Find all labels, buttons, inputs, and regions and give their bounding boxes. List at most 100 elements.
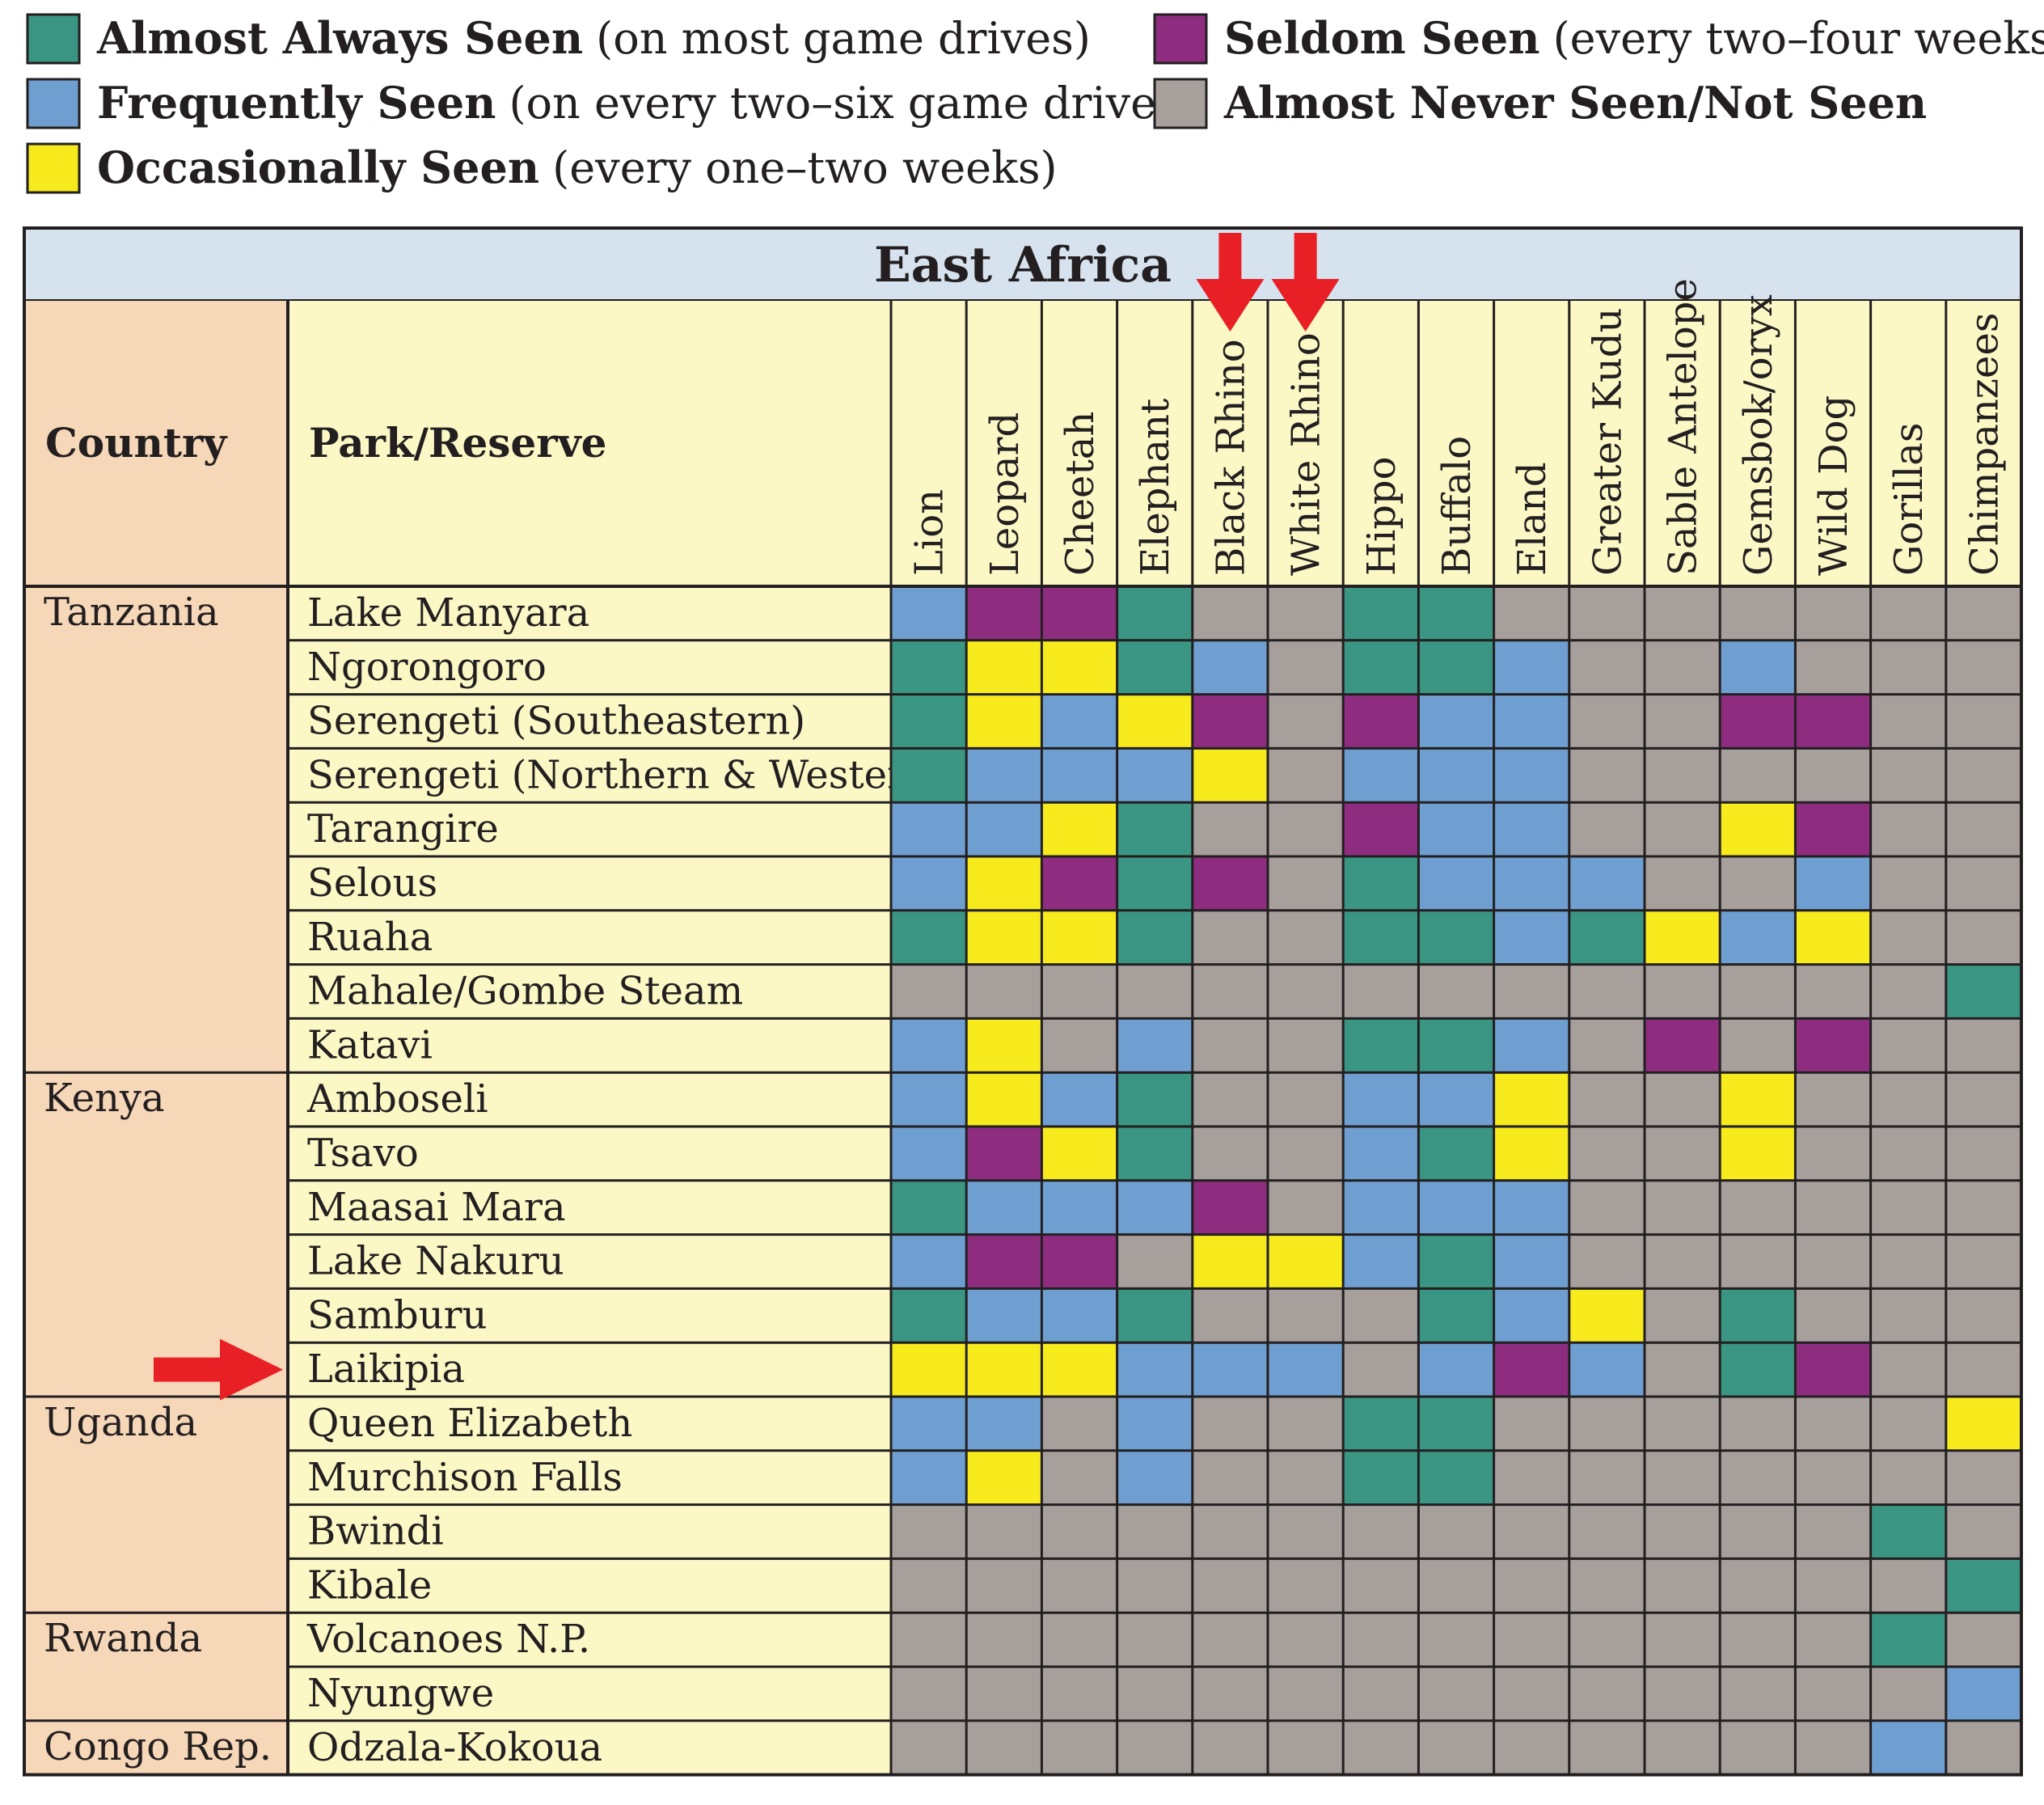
- legend-text: Occasionally Seen (every one–two weeks): [97, 142, 1058, 193]
- sighting-cell: [1418, 586, 1494, 640]
- park-cell: [288, 586, 891, 640]
- legend-label: Seldom Seen: [1224, 12, 1540, 64]
- sighting-cell: [1117, 1613, 1193, 1667]
- sighting-cell: [966, 694, 1042, 749]
- sighting-cell: [1343, 1342, 1419, 1397]
- sighting-cell: [891, 1397, 967, 1451]
- sighting-cell: [891, 1288, 967, 1343]
- sighting-cell: [1192, 1558, 1268, 1613]
- sighting-cell: [1493, 1180, 1569, 1235]
- sighting-cell: [1645, 1720, 1721, 1775]
- sighting-cell: [1041, 1558, 1117, 1613]
- sighting-cell: [1343, 964, 1419, 1019]
- park-cell: [288, 1180, 891, 1235]
- sighting-cell: [891, 640, 967, 695]
- sighting-cell: [1418, 640, 1494, 695]
- sighting-cell: [1418, 1450, 1494, 1505]
- park-cell: [288, 910, 891, 965]
- sighting-cell: [1192, 1234, 1268, 1289]
- sighting-cell: [1117, 856, 1193, 911]
- legend-swatch: [26, 13, 81, 65]
- sighting-cell: [1268, 1450, 1344, 1505]
- sighting-cell: [1268, 1180, 1344, 1235]
- sighting-cell: [1795, 1613, 1871, 1667]
- sighting-cell: [1795, 1667, 1871, 1721]
- sighting-cell: [1192, 964, 1268, 1019]
- sighting-cell: [1795, 1072, 1871, 1127]
- sighting-cell: [1493, 1397, 1569, 1451]
- sighting-cell: [1268, 640, 1344, 695]
- legend-swatch: [26, 78, 81, 129]
- park-cell: [288, 1558, 891, 1613]
- park-cell: [288, 856, 891, 911]
- sighting-cell: [1268, 1613, 1344, 1667]
- sighting-cell: [1870, 1450, 1946, 1505]
- sighting-cell: [1795, 694, 1871, 749]
- sighting-cell: [966, 1558, 1042, 1613]
- sighting-cell: [1720, 1234, 1796, 1289]
- park-cell: [288, 1342, 891, 1397]
- sighting-cell: [1117, 1018, 1193, 1073]
- legend-note: (on every two–six game drives): [509, 78, 1195, 129]
- sighting-cell: [1945, 1504, 2021, 1559]
- sighting-cell: [1870, 1342, 1946, 1397]
- sighting-cell: [1645, 802, 1721, 856]
- sighting-cell: [1343, 748, 1419, 803]
- sighting-table: East Africa Country Park/Reserve Lion Leopar…: [23, 226, 2023, 1777]
- sighting-cell: [891, 1342, 967, 1397]
- sighting-cell: [1645, 1613, 1721, 1667]
- sighting-cell: [1117, 1342, 1193, 1397]
- sighting-cell: [1870, 694, 1946, 749]
- sighting-cell: [1720, 856, 1796, 911]
- sighting-cell: [1268, 1558, 1344, 1613]
- legend-note: (every one–two weeks): [552, 142, 1057, 193]
- sighting-cell: [966, 1504, 1042, 1559]
- sighting-cell: [1192, 1342, 1268, 1397]
- sighting-cell: [1268, 1127, 1344, 1181]
- sighting-cell: [1720, 802, 1796, 856]
- sighting-cell: [1268, 1397, 1344, 1451]
- sighting-cell: [891, 1072, 967, 1127]
- sighting-cell: [1720, 1127, 1796, 1181]
- sighting-cell: [1493, 1720, 1569, 1775]
- sighting-cell: [1493, 1127, 1569, 1181]
- sighting-cell: [1493, 1288, 1569, 1343]
- sighting-cell: [1645, 1667, 1721, 1721]
- sighting-cell: [966, 964, 1042, 1019]
- sighting-cell: [1945, 1072, 2021, 1127]
- species-header: Buffalo: [1434, 436, 1480, 576]
- sighting-cell: [1041, 1613, 1117, 1667]
- sighting-cell: [1720, 1342, 1796, 1397]
- sighting-cell: [1945, 1234, 2021, 1289]
- sighting-cell: [1343, 1450, 1419, 1505]
- park-name: Volcanoes N.P.: [306, 1617, 590, 1662]
- sighting-cell: [1569, 1072, 1645, 1127]
- sighting-cell: [1645, 1558, 1721, 1613]
- park-cell: [288, 640, 891, 695]
- legend-text: Almost Never Seen/Not Seen: [1223, 77, 1927, 129]
- sighting-cell: [1343, 1072, 1419, 1127]
- sighting-cell: [1117, 910, 1193, 965]
- legend-text: Seldom Seen (every two–four weeks): [1224, 12, 2044, 64]
- sighting-cell: [1493, 694, 1569, 749]
- sighting-cell: [1645, 1072, 1721, 1127]
- sighting-cell: [1192, 1072, 1268, 1127]
- sighting-cell: [1343, 1018, 1419, 1073]
- sighting-cell: [1569, 1234, 1645, 1289]
- country-cell: [24, 586, 288, 1073]
- park-cell: [288, 1504, 891, 1559]
- sighting-cell: [1268, 1667, 1344, 1721]
- species-header: White Rhino: [1284, 332, 1329, 576]
- legend-note: (every two–four weeks): [1553, 13, 2044, 64]
- sighting-cell: [1569, 1342, 1645, 1397]
- sighting-cell: [1117, 1397, 1193, 1451]
- sighting-cell: [1645, 856, 1721, 911]
- sighting-cell: [1493, 1072, 1569, 1127]
- sighting-cell: [1117, 802, 1193, 856]
- sighting-cell: [1343, 694, 1419, 749]
- sighting-cell: [1569, 640, 1645, 695]
- sighting-cell: [1041, 748, 1117, 803]
- sighting-cell: [1795, 1234, 1871, 1289]
- country-cell: [24, 1613, 288, 1721]
